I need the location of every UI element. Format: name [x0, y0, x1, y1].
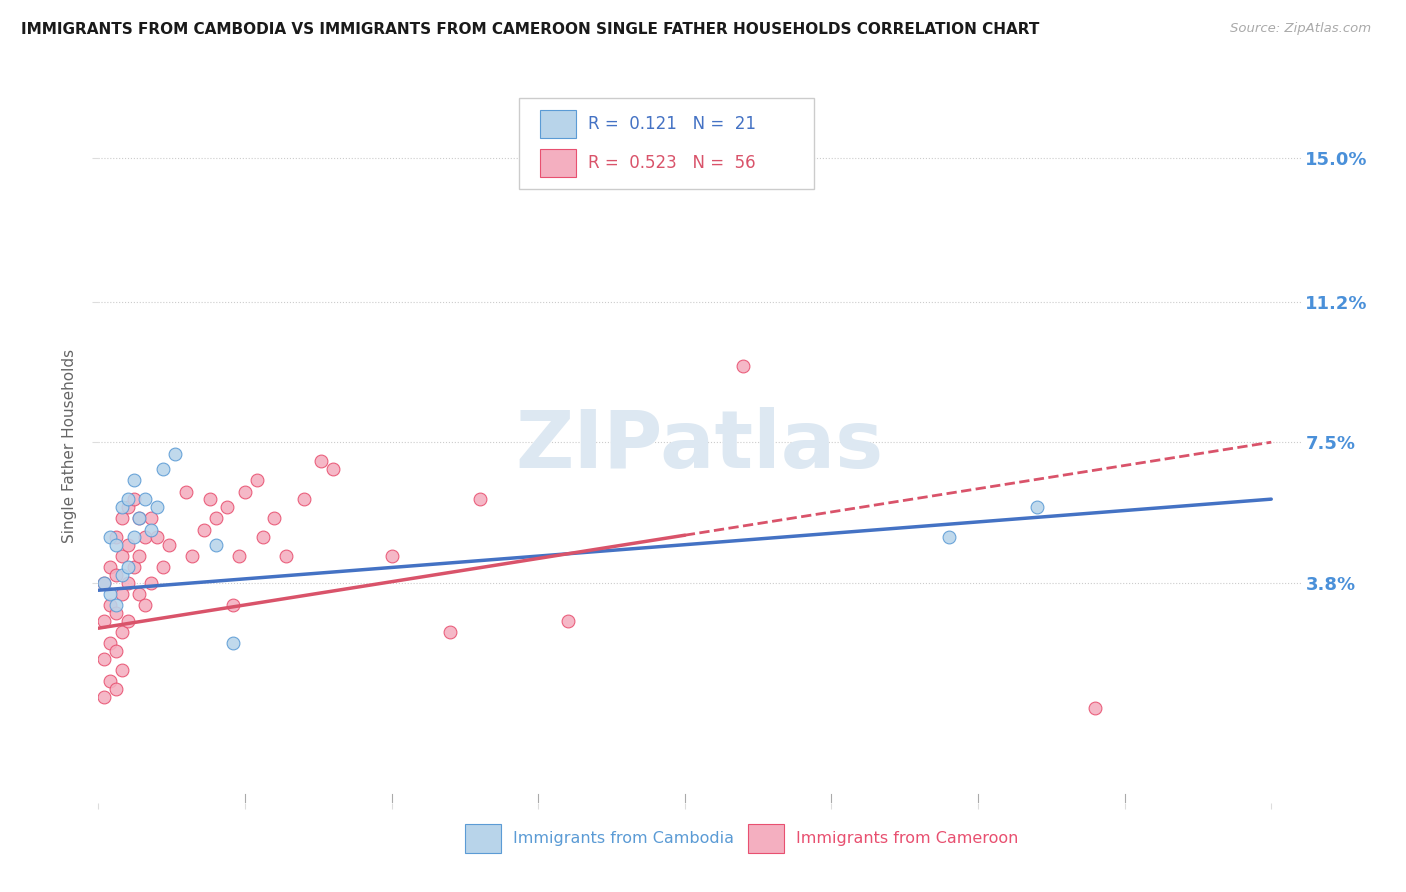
Bar	[748, 824, 783, 853]
Point	[146, 530, 169, 544]
Point	[98, 587, 121, 601]
Bar	[540, 110, 575, 138]
Point	[98, 674, 121, 689]
Point	[98, 560, 121, 574]
Point	[134, 599, 156, 613]
Point	[105, 681, 128, 696]
Point	[117, 500, 139, 514]
Point	[105, 606, 128, 620]
Point	[193, 523, 215, 537]
Point	[228, 549, 250, 563]
Point	[938, 530, 960, 544]
Point	[134, 492, 156, 507]
Point	[93, 575, 115, 590]
Point	[163, 447, 186, 461]
Point	[204, 511, 226, 525]
Point	[141, 511, 163, 525]
Point	[111, 663, 134, 677]
Bar	[465, 824, 501, 853]
Point	[93, 614, 115, 628]
Text: Immigrants from Cambodia: Immigrants from Cambodia	[513, 831, 734, 846]
Point	[111, 511, 134, 525]
Point	[246, 473, 269, 487]
Point	[146, 500, 169, 514]
Point	[141, 575, 163, 590]
Point	[252, 530, 274, 544]
Point	[222, 636, 245, 650]
Point	[181, 549, 204, 563]
Point	[141, 523, 163, 537]
Point	[105, 599, 128, 613]
Point	[157, 538, 180, 552]
Point	[274, 549, 297, 563]
Point	[128, 511, 150, 525]
Point	[122, 530, 145, 544]
Point	[152, 560, 174, 574]
Point	[134, 530, 156, 544]
Y-axis label: Single Father Households: Single Father Households	[62, 349, 77, 543]
Point	[233, 484, 256, 499]
Point	[322, 462, 344, 476]
Point	[117, 575, 139, 590]
Point	[105, 530, 128, 544]
Point	[93, 575, 115, 590]
Text: ZIPatlas: ZIPatlas	[516, 407, 883, 485]
Point	[117, 614, 139, 628]
Point	[117, 560, 139, 574]
Point	[263, 511, 285, 525]
Point	[128, 587, 150, 601]
Point	[105, 538, 128, 552]
Point	[111, 549, 134, 563]
Point	[152, 462, 174, 476]
Text: Source: ZipAtlas.com: Source: ZipAtlas.com	[1230, 22, 1371, 36]
Point	[98, 530, 121, 544]
Bar	[540, 149, 575, 178]
Point	[733, 359, 755, 374]
Point	[105, 644, 128, 658]
Point	[93, 651, 115, 665]
Point	[111, 500, 134, 514]
Point	[111, 625, 134, 640]
Point	[468, 492, 491, 507]
Point	[111, 587, 134, 601]
Point	[1084, 701, 1107, 715]
Point	[122, 473, 145, 487]
Point	[1025, 500, 1047, 514]
Point	[117, 538, 139, 552]
Point	[128, 549, 150, 563]
Point	[93, 690, 115, 704]
Point	[98, 636, 121, 650]
Point	[292, 492, 315, 507]
Point	[557, 614, 579, 628]
Text: Immigrants from Cameroon: Immigrants from Cameroon	[796, 831, 1018, 846]
Text: IMMIGRANTS FROM CAMBODIA VS IMMIGRANTS FROM CAMEROON SINGLE FATHER HOUSEHOLDS CO: IMMIGRANTS FROM CAMBODIA VS IMMIGRANTS F…	[21, 22, 1039, 37]
Point	[217, 500, 239, 514]
Point	[176, 484, 198, 499]
Point	[122, 560, 145, 574]
Point	[439, 625, 461, 640]
Point	[128, 511, 150, 525]
Point	[111, 568, 134, 582]
Point	[222, 599, 245, 613]
Point	[98, 599, 121, 613]
Point	[122, 492, 145, 507]
Point	[204, 538, 226, 552]
Point	[117, 492, 139, 507]
Point	[381, 549, 404, 563]
Point	[309, 454, 332, 468]
FancyBboxPatch shape	[519, 98, 814, 189]
Point	[105, 568, 128, 582]
Point	[198, 492, 221, 507]
Text: R =  0.523   N =  56: R = 0.523 N = 56	[588, 153, 755, 172]
Text: R =  0.121   N =  21: R = 0.121 N = 21	[588, 115, 755, 133]
